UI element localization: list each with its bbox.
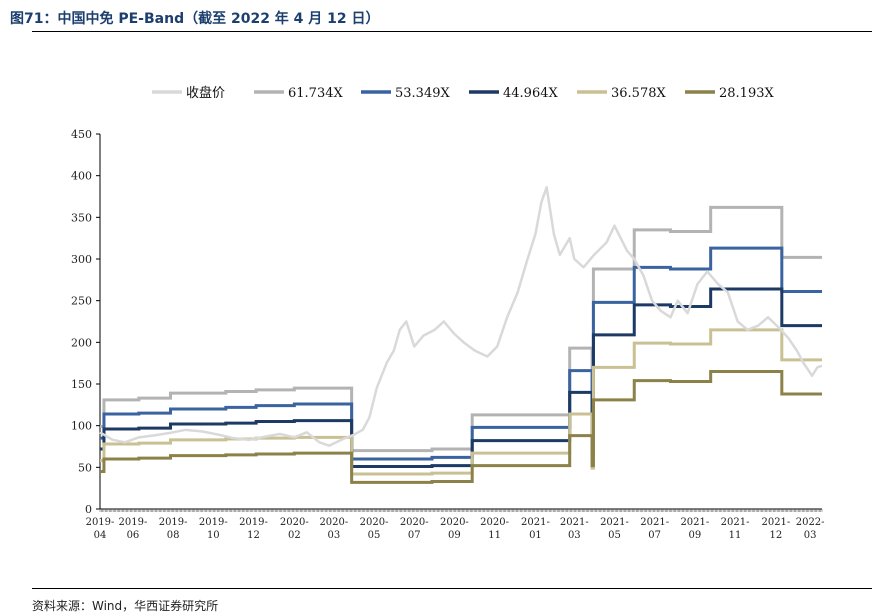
x-tick-label: 2019-10 xyxy=(199,517,228,541)
footer-divider xyxy=(32,588,872,589)
y-tick-label: 200 xyxy=(71,336,92,349)
x-tick-label: 2020-03 xyxy=(319,517,348,541)
y-tick-label: 300 xyxy=(71,253,92,266)
x-tick-label: 2021-07 xyxy=(640,517,669,541)
x-tick-label: 2021-03 xyxy=(560,517,589,541)
x-tick-label: 2021-12 xyxy=(761,517,790,541)
close-price-line xyxy=(99,186,823,447)
x-tick-label: 2020-02 xyxy=(280,517,309,541)
chart-legend: 收盘价 61.734X 53.349X 44.964X 36.578X 28.193X xyxy=(152,85,774,101)
pe-band-line xyxy=(100,246,822,461)
y-tick-label: 50 xyxy=(78,461,92,474)
x-tick-label: 2021-11 xyxy=(721,517,750,541)
legend-label: 36.578X xyxy=(611,86,666,101)
pe-band-line xyxy=(100,328,822,476)
y-tick-label: 150 xyxy=(71,378,92,391)
x-tick-label: 2021-01 xyxy=(521,517,550,541)
legend-label: 61.734X xyxy=(288,86,343,101)
source-note: 资料来源：Wind，华西证券研究所 xyxy=(32,599,219,613)
pe-band-line xyxy=(100,205,822,453)
y-tick-label: 0 xyxy=(85,503,92,516)
legend-label: 53.349X xyxy=(395,86,450,101)
y-tick-label: 100 xyxy=(71,420,92,433)
x-tick-label: 2020-11 xyxy=(480,517,509,541)
y-tick-label: 400 xyxy=(71,170,92,183)
legend-label: 收盘价 xyxy=(186,85,225,101)
y-tick-label: 450 xyxy=(71,128,92,141)
figure-title: 图71：中国中免 PE-Band（截至 2022 年 4 月 12 日） xyxy=(10,11,380,27)
x-tick-label: 2020-05 xyxy=(360,517,389,541)
x-tick-label: 2019-12 xyxy=(239,517,268,541)
pe-band-line xyxy=(100,287,822,468)
y-axis: 0 50 100 150 200 250 300 350 400 450 xyxy=(71,128,101,516)
y-tick-label: 350 xyxy=(71,211,92,224)
x-tick-label: 2021-09 xyxy=(680,517,709,541)
pe-band-line xyxy=(100,370,822,484)
chart-series xyxy=(99,186,823,484)
x-tick-label: 2019-06 xyxy=(119,517,148,541)
legend-label: 44.964X xyxy=(503,86,558,101)
x-tick-label: 2020-07 xyxy=(400,517,429,541)
y-tick-label: 250 xyxy=(71,295,92,308)
x-tick-label: 2022-03 xyxy=(796,517,825,541)
x-tick-label: 2021-05 xyxy=(600,517,629,541)
x-tick-label: 2020-09 xyxy=(440,517,469,541)
legend-label: 28.193X xyxy=(719,86,774,101)
x-tick-label: 2019-08 xyxy=(159,517,188,541)
title-divider xyxy=(32,31,872,32)
x-tick-label: 2019-04 xyxy=(86,517,115,541)
